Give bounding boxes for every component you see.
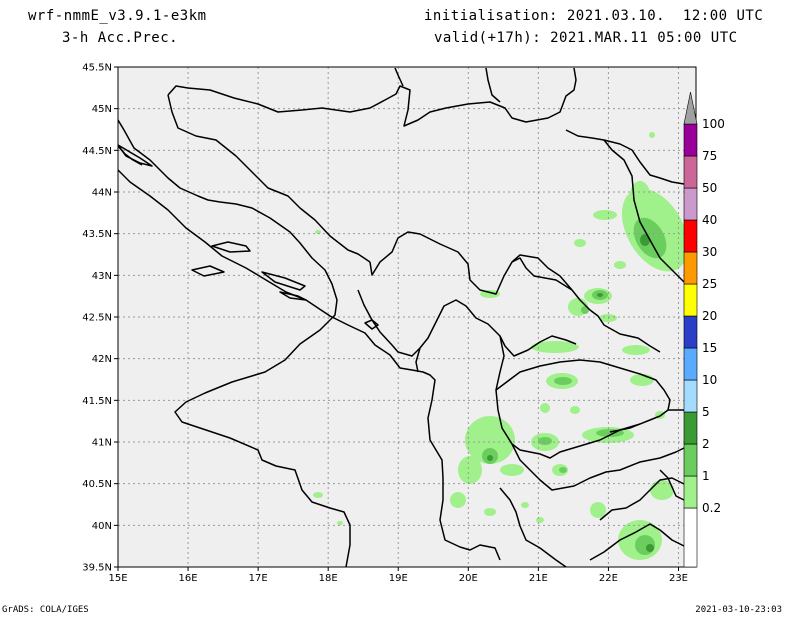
colorbar-segment — [683, 347, 698, 381]
colorbar-label: 0.2 — [702, 501, 721, 515]
lon-tick-label: 22E — [599, 573, 618, 584]
footer-credit: GrADS: COLA/IGES — [2, 605, 89, 615]
footer-timestamp: 2021-03-10-23:03 — [695, 605, 782, 615]
colorbar-label: 100 — [702, 117, 725, 131]
colorbar-segment — [683, 411, 698, 445]
graticule — [118, 67, 696, 567]
colorbar-label: 50 — [702, 181, 717, 195]
lat-tick-label: 40.5N — [82, 479, 112, 490]
colorbar-label: 20 — [702, 309, 717, 323]
lat-tick-label: 41.5N — [82, 396, 112, 407]
model-title: wrf-nmmE_v3.9.1-e3km — [28, 8, 207, 24]
lon-tick-label: 19E — [389, 573, 408, 584]
colorbar-label: 2 — [702, 437, 710, 451]
lon-tick-label: 20E — [459, 573, 478, 584]
colorbar-segment-below — [683, 507, 698, 568]
lon-tick-label: 15E — [108, 573, 127, 584]
lat-tick-label: 42.5N — [82, 313, 112, 324]
colorbar-top-arrow — [683, 91, 698, 125]
colorbar-label: 30 — [702, 245, 717, 259]
valid-time: valid(+17h): 2021.MAR.11 05:00 UTC — [434, 30, 738, 46]
colorbar-label: 75 — [702, 149, 717, 163]
field-title: 3-h Acc.Prec. — [62, 30, 179, 46]
init-time: initialisation: 2021.03.10. 12:00 UTC — [424, 8, 764, 24]
lat-tick-label: 42N — [92, 354, 112, 365]
colorbar-segment — [683, 123, 698, 157]
lat-tick-label: 45.5N — [82, 63, 112, 74]
lat-tick-label: 44N — [92, 188, 112, 199]
lon-tick-label: 17E — [249, 573, 268, 584]
colorbar-label: 5 — [702, 405, 710, 419]
coastlines-borders — [118, 67, 685, 567]
lon-tick-label: 18E — [319, 573, 338, 584]
lat-tick-label: 39.5N — [82, 563, 112, 574]
lat-tick-label: 40N — [92, 521, 112, 532]
colorbar-segment — [683, 443, 698, 477]
longitude-axis: 15E 16E 17E 18E 19E 20E 21E 22E 23E — [108, 567, 688, 584]
colorbar-label: 15 — [702, 341, 717, 355]
lon-tick-label: 23E — [669, 573, 688, 584]
latitude-axis: 45.5N 45N 44.5N 44N 43.5N 43N 42.5N 42N 41.5N 41N… — [82, 63, 118, 574]
colorbar-segment — [683, 283, 698, 317]
lon-tick-label: 21E — [529, 573, 548, 584]
colorbar-segment — [683, 155, 698, 189]
colorbar-label: 1 — [702, 469, 710, 483]
colorbar-segment — [683, 379, 698, 413]
colorbar-segment — [683, 475, 698, 509]
lon-tick-label: 16E — [179, 573, 198, 584]
colorbar-label: 40 — [702, 213, 717, 227]
colorbar-label: 25 — [702, 277, 717, 291]
lat-tick-label: 43N — [92, 271, 112, 282]
colorbar-label: 10 — [702, 373, 717, 387]
colorbar-segment — [683, 251, 698, 285]
lat-tick-label: 45N — [92, 104, 112, 115]
lat-tick-label: 41N — [92, 438, 112, 449]
lat-tick-label: 43.5N — [82, 229, 112, 240]
colorbar-segment — [683, 219, 698, 253]
colorbar-segment — [683, 187, 698, 221]
colorbar-segment — [683, 315, 698, 349]
lat-tick-label: 44.5N — [82, 146, 112, 157]
